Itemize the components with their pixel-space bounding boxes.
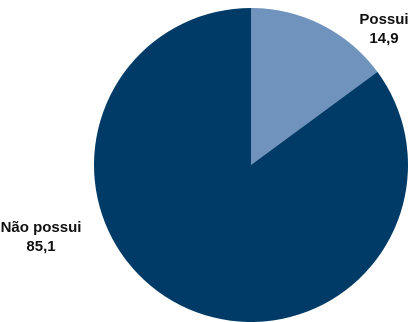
slice-label-nao-possui-name: Não possui (1, 219, 82, 236)
slice-label-possui: Possui 14,9 (359, 11, 408, 47)
slice-label-possui-value: 14,9 (369, 30, 398, 47)
pie-slice-possui (251, 8, 378, 165)
slice-label-nao-possui-value: 85,1 (26, 238, 55, 255)
slice-label-possui-name: Possui (359, 11, 408, 28)
pie-slices (93, 8, 408, 322)
slice-label-nao-possui: Não possui 85,1 (1, 219, 82, 255)
pie-slice-nao-possui (93, 8, 408, 322)
